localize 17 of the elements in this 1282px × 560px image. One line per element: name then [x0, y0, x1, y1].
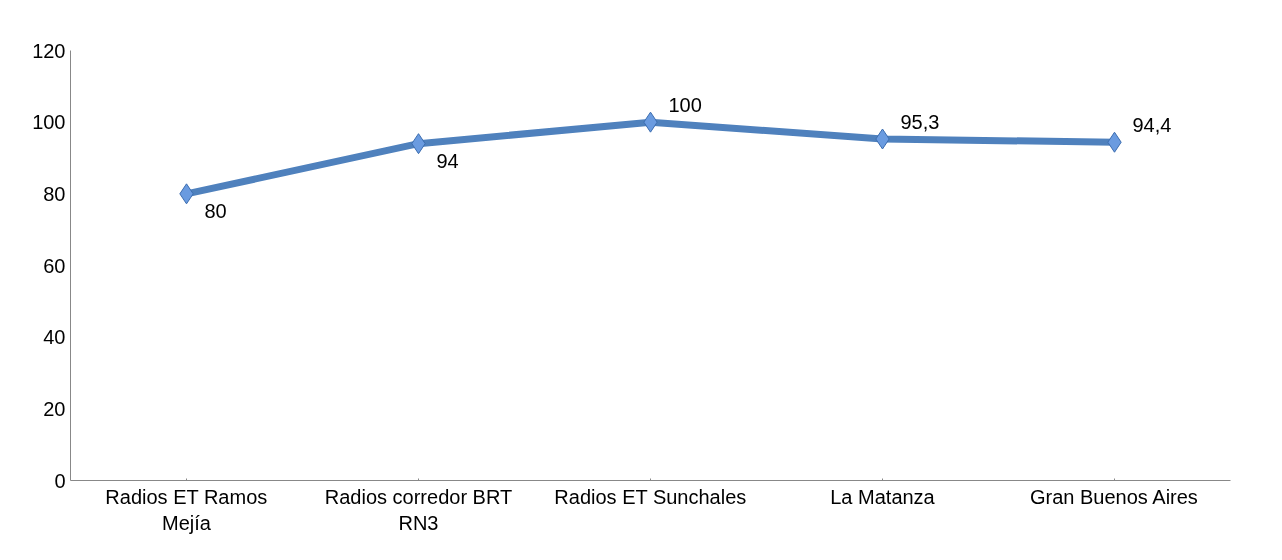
- y-tick-label: 40: [43, 326, 66, 349]
- x-tick-label: La Matanza: [830, 485, 936, 508]
- x-tick-label: Radios corredor BRT RN3: [324, 485, 513, 534]
- x-tick-label: Radios ET Sunchales: [554, 485, 747, 508]
- y-tick-label: 20: [43, 397, 66, 420]
- y-tick-label: 0: [54, 469, 66, 492]
- y-tick-label: 60: [43, 254, 66, 277]
- data-label: 94: [436, 149, 459, 172]
- data-label: 95,3: [900, 111, 940, 134]
- x-tick-label: Gran Buenos Aires: [1030, 485, 1198, 508]
- data-label: 94,4: [1132, 114, 1172, 137]
- y-tick-label: 100: [32, 111, 66, 134]
- x-tick-label: Radios ET Ramos Mejía: [105, 485, 268, 534]
- data-label: 80: [204, 199, 227, 222]
- y-tick-label: 120: [32, 39, 66, 62]
- data-label: 100: [668, 94, 702, 117]
- y-tick-label: 80: [43, 182, 66, 205]
